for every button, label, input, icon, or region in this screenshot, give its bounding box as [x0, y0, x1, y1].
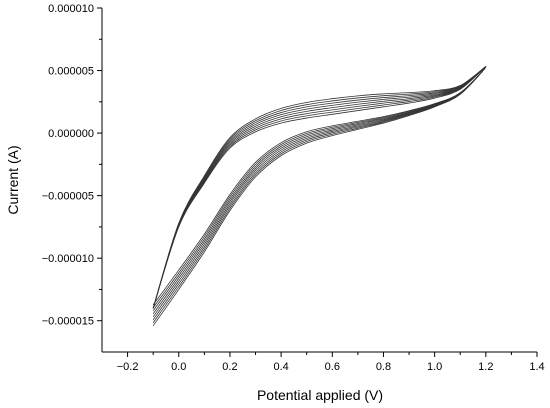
y-tick-label: −0.000005 [42, 191, 94, 203]
x-tick-label: 1.2 [478, 361, 493, 373]
x-tick-label: 0.8 [376, 361, 391, 373]
x-tick-label: −0.2 [117, 361, 139, 373]
cv-cycle-trace [152, 66, 487, 309]
cv-traces [152, 66, 487, 326]
x-tick-label: 0.6 [325, 361, 340, 373]
x-tick-label: 0.2 [222, 361, 237, 373]
axes [101, 8, 537, 353]
y-tick-label: −0.000010 [42, 253, 94, 265]
y-tick-label: 0.000000 [48, 128, 94, 140]
x-tick-label: 1.0 [427, 361, 442, 373]
y-tick-label: −0.000015 [42, 316, 94, 328]
y-ticks: 0.000010 0.000005 0.000000 −0.000005 −0.0000… [42, 3, 102, 328]
x-ticks: −0.2 0.0 0.2 0.4 0.6 0.8 1.0 1.2 1.4 [117, 352, 545, 373]
x-tick-label: 0.0 [171, 361, 186, 373]
y-tick-label: 0.000010 [48, 3, 94, 15]
y-axis-title: Current (A) [5, 145, 21, 214]
x-tick-label: 1.4 [529, 361, 544, 373]
x-axis-title: Potential applied (V) [257, 387, 383, 403]
y-tick-label: 0.000005 [48, 66, 94, 78]
x-tick-label: 0.4 [273, 361, 288, 373]
